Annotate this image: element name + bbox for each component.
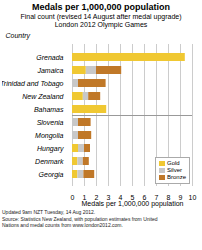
svg-text:New Zealand: New Zealand: [22, 93, 64, 100]
html-text:Gold: Gold: [167, 160, 180, 166]
svg-text:Denmark: Denmark: [35, 158, 64, 165]
html-text:Bronze: Bronze: [167, 174, 186, 180]
svg-text:Jamaica: Jamaica: [36, 67, 63, 74]
svg-text:4: 4: [118, 194, 123, 202]
svg-text:Trinidad and Tobago: Trinidad and Tobago: [2, 80, 64, 88]
svg-text:6: 6: [142, 194, 147, 202]
svg-text:Country: Country: [6, 32, 31, 40]
svg-text:Medals per 1,000,000 populatio: Medals per 1,000,000 population: [82, 200, 184, 208]
svg-text:3: 3: [106, 194, 111, 202]
html-text:Medals per 1,000,000 populatio: Medals per 1,000,000 population: [32, 2, 170, 12]
svg-text:Mongolia: Mongolia: [35, 132, 64, 140]
svg-text:5: 5: [130, 194, 135, 202]
svg-text:7: 7: [154, 194, 159, 202]
svg-text:1: 1: [82, 194, 87, 202]
svg-text:8: 8: [166, 194, 171, 202]
svg-text:10: 10: [189, 194, 197, 201]
svg-text:Grenada: Grenada: [36, 54, 63, 61]
svg-text:2: 2: [94, 194, 99, 202]
svg-text:0: 0: [71, 194, 75, 201]
svg-text:Bahamas: Bahamas: [34, 106, 64, 113]
svg-text:Hungary: Hungary: [37, 145, 64, 153]
html-text:Silver: Silver: [167, 167, 182, 173]
html-text:Final count (revised 14 August: Final count (revised 14 August after med…: [20, 13, 182, 28]
svg-text:Slovenia: Slovenia: [37, 119, 64, 126]
html-text:Updated 9am NZT Tuesday, 14 Au: Updated 9am NZT Tuesday, 14 Aug 2012. So…: [2, 209, 158, 228]
svg-text:Georgia: Georgia: [39, 171, 64, 179]
svg-text:9: 9: [178, 194, 183, 202]
